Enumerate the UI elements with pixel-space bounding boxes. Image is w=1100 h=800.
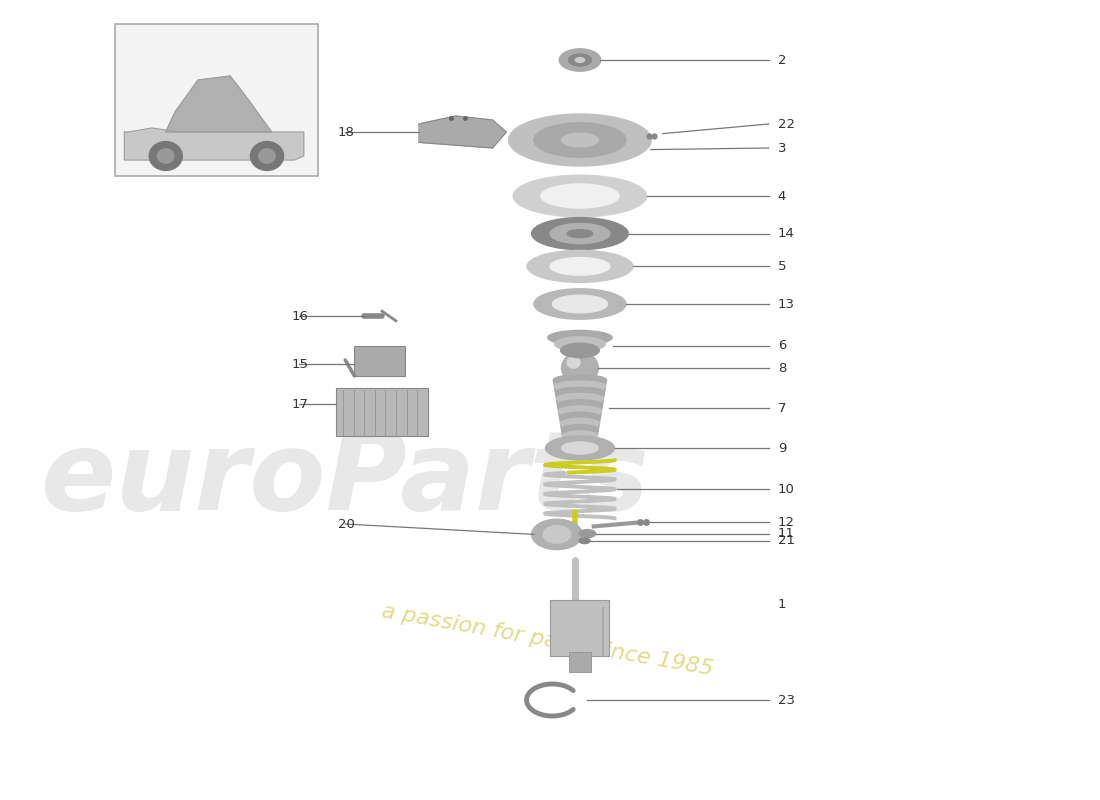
Text: 10: 10 <box>778 482 794 496</box>
Ellipse shape <box>541 184 619 208</box>
Text: 21: 21 <box>778 534 795 547</box>
Ellipse shape <box>562 431 597 442</box>
Ellipse shape <box>531 519 582 550</box>
Circle shape <box>251 142 284 170</box>
Ellipse shape <box>556 387 605 398</box>
Ellipse shape <box>579 530 595 538</box>
Ellipse shape <box>575 58 584 62</box>
Ellipse shape <box>554 337 605 351</box>
Text: 9: 9 <box>778 442 786 454</box>
Ellipse shape <box>546 436 615 460</box>
Circle shape <box>258 149 275 163</box>
Ellipse shape <box>548 330 613 345</box>
Ellipse shape <box>534 122 626 157</box>
Ellipse shape <box>561 134 598 146</box>
Circle shape <box>150 142 183 170</box>
Text: 11: 11 <box>778 527 795 540</box>
Text: a passion for parts since 1985: a passion for parts since 1985 <box>381 601 715 679</box>
Ellipse shape <box>553 374 606 385</box>
Circle shape <box>568 357 580 368</box>
Text: 15: 15 <box>292 358 308 370</box>
Ellipse shape <box>559 49 601 71</box>
Polygon shape <box>419 116 506 148</box>
Text: 14: 14 <box>778 227 794 240</box>
Ellipse shape <box>569 54 592 66</box>
Polygon shape <box>166 76 272 132</box>
Ellipse shape <box>514 175 647 217</box>
Circle shape <box>157 149 174 163</box>
Text: 16: 16 <box>292 310 308 322</box>
Text: 1: 1 <box>778 598 786 610</box>
Text: 22: 22 <box>778 118 795 130</box>
Ellipse shape <box>527 250 632 282</box>
Ellipse shape <box>534 289 626 319</box>
Ellipse shape <box>560 418 600 429</box>
Text: 3: 3 <box>778 142 786 154</box>
Ellipse shape <box>543 526 571 543</box>
Text: 2: 2 <box>778 54 786 66</box>
Circle shape <box>561 352 598 384</box>
Bar <box>116 24 318 176</box>
Text: euroParts: euroParts <box>41 426 650 534</box>
Text: 17: 17 <box>292 398 308 410</box>
Bar <box>336 388 428 436</box>
Bar <box>569 652 591 672</box>
Text: 7: 7 <box>778 402 786 414</box>
Ellipse shape <box>558 400 603 410</box>
Polygon shape <box>553 380 606 436</box>
Ellipse shape <box>579 538 590 544</box>
Ellipse shape <box>561 425 598 435</box>
Ellipse shape <box>554 381 606 391</box>
Text: 18: 18 <box>338 126 354 138</box>
Text: 20: 20 <box>338 518 354 530</box>
Bar <box>354 346 405 376</box>
Ellipse shape <box>550 258 609 275</box>
Ellipse shape <box>550 223 609 243</box>
Ellipse shape <box>531 218 628 250</box>
Ellipse shape <box>568 230 593 238</box>
Bar <box>550 600 609 656</box>
Ellipse shape <box>561 442 598 454</box>
Ellipse shape <box>557 394 604 404</box>
Ellipse shape <box>552 295 607 313</box>
Ellipse shape <box>508 114 651 166</box>
Text: 6: 6 <box>778 339 786 352</box>
Text: 12: 12 <box>778 516 795 529</box>
Ellipse shape <box>559 406 602 416</box>
Text: 5: 5 <box>778 260 786 273</box>
Polygon shape <box>124 128 304 160</box>
Text: 23: 23 <box>778 694 795 706</box>
Text: 13: 13 <box>778 298 795 310</box>
Text: 8: 8 <box>778 362 786 374</box>
Text: 4: 4 <box>778 190 786 202</box>
Ellipse shape <box>560 412 601 422</box>
Ellipse shape <box>561 343 600 358</box>
